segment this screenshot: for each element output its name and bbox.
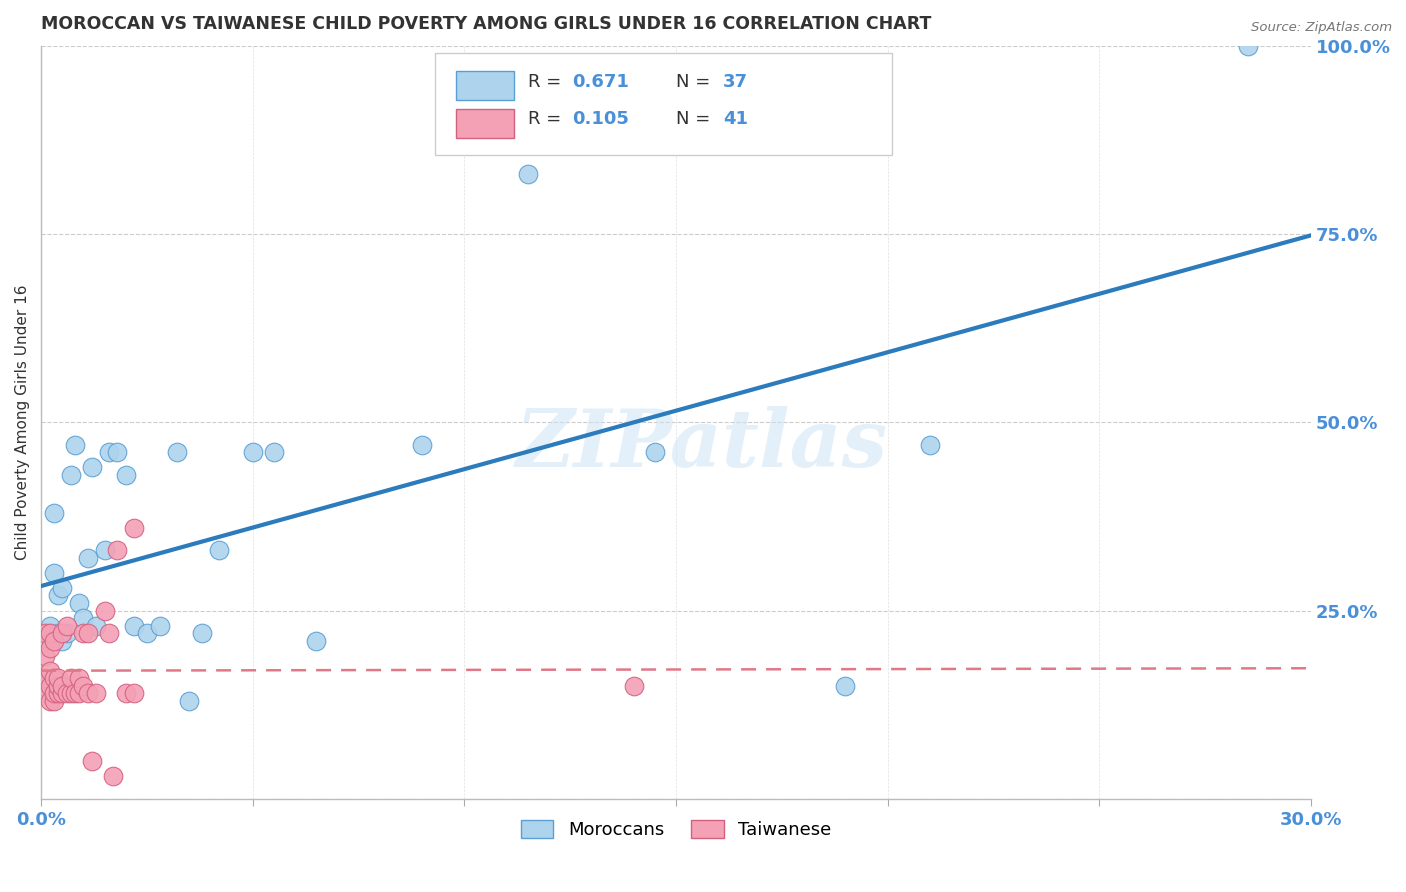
Legend: Moroccans, Taiwanese: Moroccans, Taiwanese (513, 813, 838, 847)
Point (38, 679, 60, 693)
Point (834, 679, 856, 693)
Text: 0.105: 0.105 (572, 111, 628, 128)
Point (305, 633, 328, 648)
Point (80, 754, 103, 768)
Point (51, 626, 73, 640)
Point (263, 445, 285, 459)
Point (42, 686, 65, 700)
Point (136, 626, 159, 640)
Point (42, 506, 65, 520)
Point (59, 686, 82, 700)
Text: N =: N = (676, 73, 716, 91)
Point (84, 686, 107, 700)
Point (38, 626, 60, 640)
Point (97, 626, 120, 640)
Point (42, 633, 65, 648)
Point (105, 445, 128, 459)
Point (46, 671, 69, 685)
Point (67, 671, 90, 685)
Point (34, 648, 56, 663)
Point (122, 618, 145, 632)
Point (114, 467, 136, 482)
Point (51, 633, 73, 648)
Text: 0.671: 0.671 (572, 73, 628, 91)
Point (63, 686, 86, 700)
Point (42, 694, 65, 708)
Point (920, 438, 942, 452)
Point (46, 626, 69, 640)
Point (76, 686, 98, 700)
Text: R =: R = (527, 73, 567, 91)
Point (208, 543, 231, 558)
Point (114, 686, 136, 700)
Point (51, 581, 73, 595)
Point (517, 167, 540, 181)
Point (72, 626, 94, 640)
Point (59, 671, 82, 685)
Point (101, 769, 124, 783)
Point (179, 694, 201, 708)
Point (411, 438, 433, 452)
Point (38, 664, 60, 678)
Point (59, 467, 82, 482)
Point (80, 460, 103, 475)
Point (84, 618, 107, 632)
Point (34, 633, 56, 648)
Point (644, 445, 666, 459)
FancyBboxPatch shape (457, 71, 513, 100)
Point (97, 445, 120, 459)
Point (42, 566, 65, 580)
Point (42, 671, 65, 685)
Point (166, 445, 188, 459)
Point (38, 694, 60, 708)
Point (242, 445, 264, 459)
Point (38, 626, 60, 640)
Text: N =: N = (676, 111, 716, 128)
Point (51, 686, 73, 700)
Point (1236, 38, 1258, 53)
Point (63, 438, 86, 452)
Point (46, 589, 69, 603)
Text: 37: 37 (723, 73, 748, 91)
Text: MOROCCAN VS TAIWANESE CHILD POVERTY AMONG GIRLS UNDER 16 CORRELATION CHART: MOROCCAN VS TAIWANESE CHILD POVERTY AMON… (41, 15, 932, 33)
Text: ZIPatlas: ZIPatlas (516, 406, 887, 483)
Point (149, 618, 172, 632)
Point (55, 618, 77, 632)
Point (67, 596, 90, 610)
Point (93, 603, 115, 617)
Point (38, 641, 60, 656)
Point (105, 543, 128, 558)
Text: R =: R = (527, 111, 567, 128)
Point (51, 679, 73, 693)
FancyBboxPatch shape (457, 109, 513, 137)
Point (191, 626, 214, 640)
Point (76, 626, 98, 640)
Point (623, 679, 645, 693)
Point (122, 686, 145, 700)
Point (32, 679, 55, 693)
Text: 41: 41 (723, 111, 748, 128)
Point (38, 618, 60, 632)
Point (72, 679, 94, 693)
Y-axis label: Child Poverty Among Girls Under 16: Child Poverty Among Girls Under 16 (15, 285, 30, 560)
Text: Source: ZipAtlas.com: Source: ZipAtlas.com (1251, 21, 1392, 34)
Point (34, 626, 56, 640)
Point (46, 686, 69, 700)
Point (67, 686, 90, 700)
Point (72, 611, 94, 625)
Point (34, 686, 56, 700)
Point (122, 521, 145, 535)
Point (46, 679, 69, 693)
Point (55, 686, 77, 700)
Point (34, 671, 56, 685)
FancyBboxPatch shape (434, 54, 891, 155)
Point (55, 626, 77, 640)
Point (93, 543, 115, 558)
Point (76, 550, 98, 565)
